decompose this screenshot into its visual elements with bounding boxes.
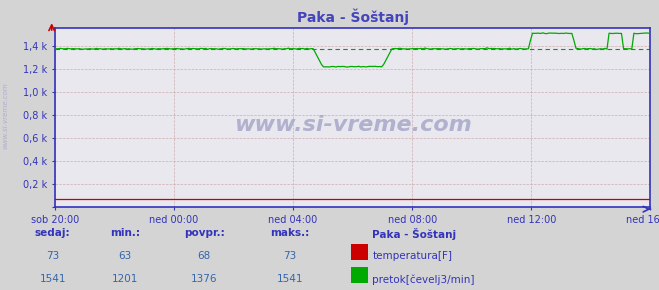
Text: pretok[čevelj3/min]: pretok[čevelj3/min]: [372, 274, 475, 284]
Text: Paka - Šoštanj: Paka - Šoštanj: [372, 228, 457, 240]
Text: 68: 68: [198, 251, 211, 261]
Text: www.si-vreme.com: www.si-vreme.com: [234, 115, 471, 135]
Text: povpr.:: povpr.:: [184, 228, 225, 238]
Text: maks.:: maks.:: [270, 228, 310, 238]
Text: 63: 63: [119, 251, 132, 261]
Text: 73: 73: [283, 251, 297, 261]
Text: 1541: 1541: [277, 274, 303, 284]
Text: www.si-vreme.com: www.si-vreme.com: [2, 83, 8, 149]
Text: 1201: 1201: [112, 274, 138, 284]
Text: min.:: min.:: [110, 228, 140, 238]
Title: Paka - Šoštanj: Paka - Šoštanj: [297, 8, 409, 25]
Text: 73: 73: [46, 251, 59, 261]
Text: 1376: 1376: [191, 274, 217, 284]
Text: 1541: 1541: [40, 274, 66, 284]
Text: temperatura[F]: temperatura[F]: [372, 251, 452, 261]
Text: sedaj:: sedaj:: [35, 228, 71, 238]
